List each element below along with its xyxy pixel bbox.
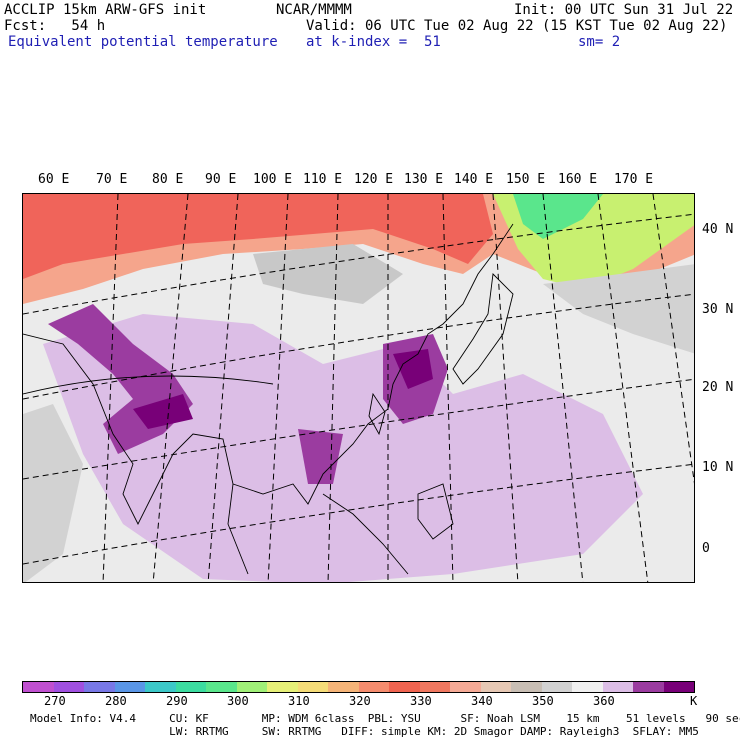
lon-label: 150 E [506,172,546,187]
lat-label: 0 [702,541,710,556]
colorbar [22,681,695,693]
lon-label: 70 E [96,172,128,187]
colorbar-swatch [541,682,572,692]
colorbar-tick: 280 [105,694,127,708]
colorbar-swatch [663,682,694,692]
colorbar-swatch [114,682,145,692]
colorbar-tick: 300 [227,694,249,708]
gray-region [23,404,83,582]
map-canvas [23,194,694,582]
map-panel [22,193,695,583]
gray-region [543,264,694,354]
lon-label: 60 E [38,172,70,187]
lat-label: 30 N [702,302,734,317]
dark-purple-region [393,349,433,389]
lat-label: 40 N [702,222,734,237]
colorbar-swatch [236,682,267,692]
smoothing-info: sm= 2 [578,34,621,50]
colorbar-tick: 290 [166,694,188,708]
colorbar-tick: 330 [410,694,432,708]
model-info-line1: Model Info: V4.4 CU: KF MP: WDM 6class P… [30,712,740,725]
colorbar-tick: 350 [532,694,554,708]
colorbar-swatch [328,682,359,692]
light-purple-region [43,314,643,582]
lon-label: 110 E [303,172,343,187]
colorbar-swatch [450,682,481,692]
level-info: at k-index = 51 [306,34,441,50]
gray-region [253,244,403,304]
colorbar-swatch [633,682,664,692]
colorbar-unit: K [690,694,698,708]
lon-label: 100 E [253,172,293,187]
lon-label: 130 E [404,172,444,187]
colorbar-tick: 360 [593,694,615,708]
field-name: Equivalent potential temperature [8,34,278,50]
model-title: ACCLIP 15km ARW-GFS init [4,2,207,18]
colorbar-swatch [480,682,511,692]
colorbar-swatch [389,682,420,692]
center-name: NCAR/MMMM [276,2,352,18]
colorbar-swatch [297,682,328,692]
colorbar-swatch [358,682,389,692]
colorbar-tick: 320 [349,694,371,708]
valid-time: Valid: 06 UTC Tue 02 Aug 22 (15 KST Tue … [306,18,728,34]
forecast-hour: Fcst: 54 h [4,18,106,34]
colorbar-tick: 310 [288,694,310,708]
colorbar-swatch [572,682,603,692]
graticule [23,194,694,582]
colorbar-swatch [84,682,115,692]
colorbar-tick: 270 [44,694,66,708]
colorbar-swatch [175,682,206,692]
lon-label: 90 E [205,172,237,187]
colorbar-swatch [419,682,450,692]
lon-label: 160 E [558,172,598,187]
lon-label: 120 E [354,172,394,187]
colorbar-swatch [511,682,542,692]
hot-region-north [23,194,493,279]
colorbar-swatch [23,682,54,692]
model-info-line2: LW: RRTMG SW: RRTMG DIFF: simple KM: 2D … [30,725,699,738]
colorbar-swatch [267,682,298,692]
dark-purple-region [133,394,193,429]
init-time: Init: 00 UTC Sun 31 Jul 22 [514,2,734,18]
lon-label: 80 E [152,172,184,187]
colorbar-swatch [206,682,237,692]
lat-label: 10 N [702,460,734,475]
lon-label: 170 E [614,172,654,187]
colorbar-swatch [602,682,633,692]
lon-label: 140 E [454,172,494,187]
colorbar-tick: 340 [471,694,493,708]
colorbar-swatch [145,682,176,692]
colorbar-swatch [53,682,84,692]
green-region [513,194,603,239]
mid-purple-region [298,429,343,484]
coastlines [23,223,514,575]
lat-label: 20 N [702,380,734,395]
